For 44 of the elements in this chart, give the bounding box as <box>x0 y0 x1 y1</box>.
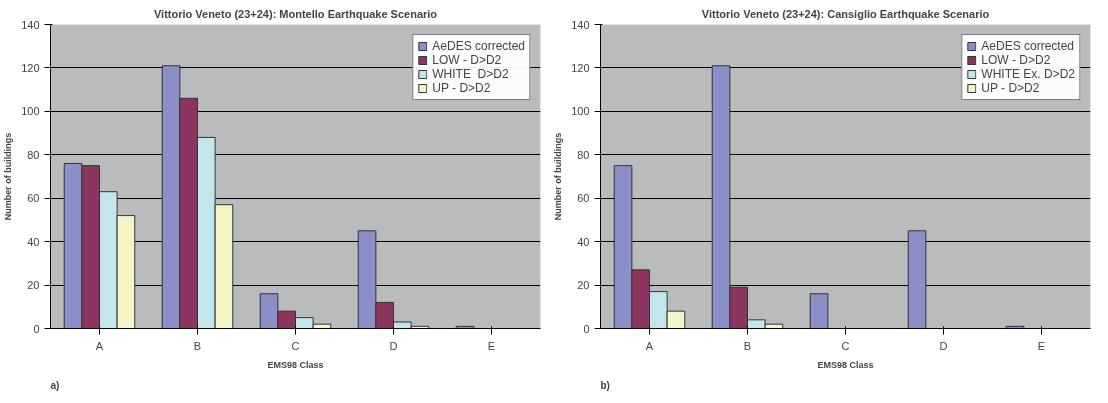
y-tick-label: 0 <box>33 322 40 335</box>
y-tick-label: 20 <box>27 279 40 292</box>
legend-label: UP - D>D2 <box>432 81 491 95</box>
y-tick-label: 100 <box>21 105 40 118</box>
y-tick-label: 120 <box>21 61 40 74</box>
x-tick-label: A <box>645 339 654 352</box>
x-tick-label: B <box>743 339 752 352</box>
x-tick-label: C <box>841 339 850 352</box>
x-tick-label: D <box>939 339 948 352</box>
x-axis-title: EMS98 Class <box>817 359 874 370</box>
text: a) <box>50 379 60 391</box>
chart-title: Vittorio Veneto (23+24): Cansiglio Earthquake Scenario <box>701 7 990 20</box>
legend-label: LOW - D>D2 <box>432 53 502 67</box>
y-axis-title: Number of buildings <box>553 132 564 221</box>
y-tick-label: 100 <box>571 105 590 118</box>
y-tick-label: 80 <box>27 148 40 161</box>
x-tick-label: E <box>487 339 496 352</box>
y-tick-label: 20 <box>577 279 590 292</box>
text: b) <box>600 379 610 391</box>
legend-label: AeDES corrected <box>432 39 525 53</box>
y-tick-label: 0 <box>583 322 590 335</box>
legend-label: WHITE D>D2 <box>432 67 509 81</box>
chart-title: Vittorio Veneto (23+24): Montello Earthquake Scenario <box>153 7 438 20</box>
y-tick-label: 140 <box>571 18 590 31</box>
legend-label: WHITE Ex. D>D2 <box>981 67 1075 81</box>
y-tick-label: 80 <box>577 148 590 161</box>
x-tick-label: E <box>1037 339 1046 352</box>
legend-label: UP - D>D2 <box>981 81 1040 95</box>
y-tick-label: 40 <box>577 235 590 248</box>
x-tick-label: B <box>193 339 202 352</box>
y-tick-label: 60 <box>577 192 590 205</box>
y-axis-title: Number of buildings <box>3 132 14 221</box>
x-tick-label: D <box>389 339 398 352</box>
x-tick-label: C <box>291 339 300 352</box>
x-axis-title: EMS98 Class <box>267 359 324 370</box>
legend-label: LOW - D>D2 <box>981 53 1051 67</box>
y-tick-label: 140 <box>21 18 40 31</box>
bar <box>907 230 927 329</box>
bar <box>809 293 829 329</box>
y-tick-label: 60 <box>27 192 40 205</box>
y-tick-label: 120 <box>571 61 590 74</box>
x-tick-label: A <box>95 339 104 352</box>
y-tick-label: 40 <box>27 235 40 248</box>
legend-label: AeDES corrected <box>981 39 1075 53</box>
